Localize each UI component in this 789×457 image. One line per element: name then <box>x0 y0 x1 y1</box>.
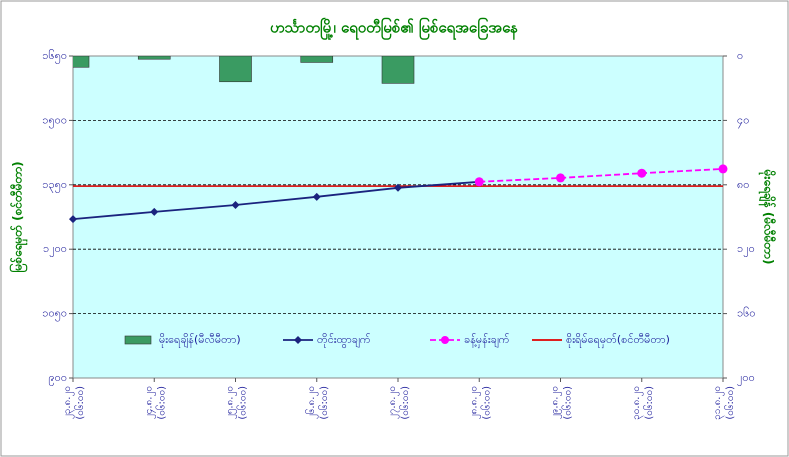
x-tick-label: (၀၆:၀၀) <box>642 386 655 420</box>
x-tick-label: (၀၆:၀၀) <box>479 386 492 420</box>
x-tick-label: ၂၈.၈.၂၀ <box>468 386 481 419</box>
x-tick-label: (၀၆:၀၀) <box>317 386 330 420</box>
legend-label: စိုးရိမ်ရေမှတ်(စင်တီမီတာ) <box>566 333 670 348</box>
bar <box>73 56 90 68</box>
y2-tick-label: ၂၀၀ <box>737 371 755 386</box>
plot-clip <box>73 56 415 84</box>
legend-label: ခန့်မှန်းချက် <box>464 333 510 348</box>
x-tick-label: ၂၄.၈.၂၀ <box>143 386 156 419</box>
y-tick-label: ၁၂၀၀ <box>43 242 67 257</box>
y2-axis-label: မိုးရေချိန် (မီလီမီတာ) <box>758 169 778 265</box>
marker <box>312 192 321 201</box>
legend-swatch <box>124 335 152 345</box>
line <box>479 168 724 183</box>
bar <box>219 56 252 83</box>
marker <box>231 200 240 209</box>
marker <box>394 183 402 192</box>
plot-area <box>72 55 724 379</box>
bar <box>137 56 171 60</box>
marker <box>150 207 159 216</box>
x-tick-label: ၂၇.၈.၂၀ <box>387 386 400 419</box>
y-tick-label: ၁၅၀၀ <box>42 113 67 128</box>
x-tick-label: ၂၅.၈.၂၀ <box>225 386 238 419</box>
y-tick-label: ၁၀၅၀ <box>42 307 67 322</box>
x-tick-label: ၂၃.၈.၂၀ <box>62 386 75 419</box>
y-tick-label: ၉၀၀ <box>48 371 67 386</box>
x-tick-label: (၀၆:၀၀) <box>723 386 736 420</box>
x-tick-label: (၀၆:၀၀) <box>398 386 411 420</box>
x-tick-label: ၂၆.၈.၂၀ <box>304 386 319 419</box>
marker <box>637 168 647 178</box>
x-tick-label: (၀၆:၀၀) <box>154 386 167 420</box>
bar <box>381 56 415 84</box>
x-tick-label: (၀၆:၀၀) <box>73 386 86 420</box>
y-axis-label: မြစ်ရေမှတ် (စင်တီမီတာ) <box>8 161 29 272</box>
y2-tick-label: ၈၀ <box>737 178 749 191</box>
y-tick-label: ၁၆၅၀ <box>42 49 67 64</box>
y2-tick-label: ၁၆၀ <box>737 307 756 320</box>
x-tick-label: ၃၁.၈.၂၀ <box>712 386 725 420</box>
y2-tick-label: ၀ <box>737 49 743 62</box>
marker <box>556 173 565 183</box>
legend-label: တိုင်းထွာချက် <box>317 333 371 348</box>
x-tick-label: ၂၉.၈.၂၀ <box>550 386 563 419</box>
marker <box>474 177 484 187</box>
bar <box>300 56 334 63</box>
y2-tick-label: ၄၀ <box>737 113 749 128</box>
line <box>72 180 480 221</box>
marker <box>69 215 77 224</box>
y2-tick-label: ၁၂၀ <box>737 242 755 257</box>
legend-marker <box>294 336 302 344</box>
y-tick-label: ၁၃၅၀ <box>42 178 67 193</box>
legend-label: မိုးရေချိန်(မီလီမီတာ) <box>159 333 241 348</box>
x-tick-label: (၀၆:၀၀) <box>236 386 249 420</box>
marker <box>718 164 728 174</box>
x-tick-label: (၀၆:၀၀) <box>561 386 574 420</box>
legend-marker <box>441 336 449 344</box>
x-tick-label: ၃၀.၈.၂၀ <box>631 386 644 420</box>
